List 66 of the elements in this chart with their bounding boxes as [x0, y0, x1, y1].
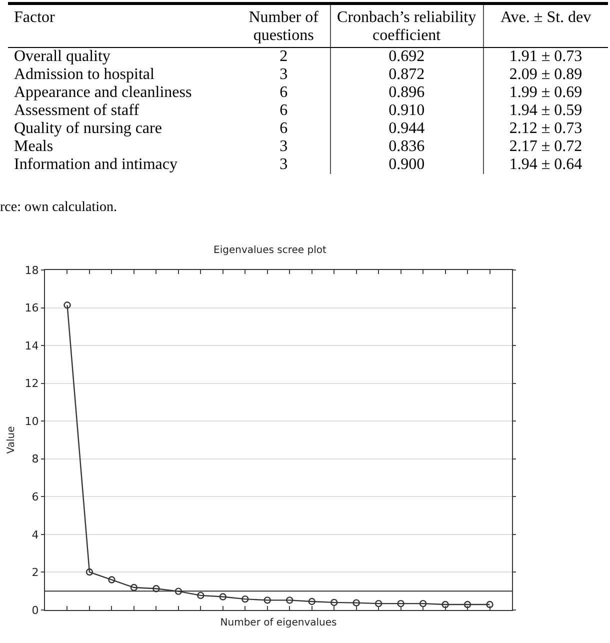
point — [419, 600, 427, 608]
text: 6 — [278, 102, 289, 120]
point — [197, 592, 204, 600]
y-tick-label: 2 — [32, 566, 39, 580]
text: Ave. ± St. dev — [483, 4, 608, 48]
y-axis-title: Value — [6, 426, 17, 454]
point — [108, 576, 116, 584]
y-tick-label: 0 — [32, 604, 39, 617]
point — [374, 600, 382, 608]
text: 0.910 — [330, 102, 484, 120]
text: Number of questions — [238, 4, 330, 48]
y-tick-label: 16 — [24, 302, 39, 315]
point — [308, 598, 316, 606]
y-tick-label: 14 — [24, 339, 39, 352]
text: 2.09 ± 0.89 — [483, 66, 608, 84]
point — [486, 600, 494, 608]
text: Meals — [13, 138, 54, 156]
text: 0.900 — [330, 156, 484, 174]
point — [174, 588, 182, 595]
y-tick-label: 4 — [32, 528, 39, 542]
text: 2.12 ± 0.73 — [483, 120, 608, 138]
text: 6 — [278, 120, 289, 138]
chart-title: Eigenvalues scree plot — [214, 245, 327, 256]
text: 2.17 ± 0.72 — [483, 138, 608, 156]
text: 1.94 ± 0.64 — [483, 156, 608, 174]
point — [352, 599, 360, 606]
text: 6 — [278, 84, 289, 102]
text: Appearance and cleanliness — [13, 84, 193, 102]
point — [219, 593, 226, 600]
text: 1.91 ± 0.73 — [483, 48, 608, 66]
point — [286, 596, 294, 604]
text: 0.896 — [330, 84, 484, 102]
point — [64, 302, 71, 309]
y-tick-label: 6 — [32, 490, 39, 504]
text: Quality of nursing care — [13, 120, 163, 138]
text: 0.692 — [330, 48, 484, 66]
point — [130, 584, 138, 592]
x-axis-title: Number of eigenvalues — [220, 618, 337, 629]
point — [397, 600, 404, 608]
text: Information and intimacy — [13, 156, 179, 174]
text: 2 — [278, 48, 289, 66]
text: Cronbach’s reliability coefficient — [330, 4, 484, 48]
text: 3 — [278, 138, 289, 156]
point — [242, 595, 249, 603]
text: 3 — [278, 66, 289, 84]
y-tick-label: 18 — [24, 264, 39, 277]
text: 0.944 — [330, 120, 484, 138]
text: rce: own calculation. — [0, 200, 118, 216]
point — [152, 585, 160, 592]
y-tick-label: 12 — [24, 377, 39, 390]
text: Factor — [8, 4, 238, 48]
text: 0.872 — [330, 66, 484, 84]
text: Assessment of staff — [13, 102, 140, 120]
y-tick-label: 8 — [32, 452, 39, 466]
text: 1.94 ± 0.59 — [483, 102, 608, 120]
point — [86, 568, 94, 576]
text: Admission to hospital — [13, 66, 156, 84]
text: 0.836 — [330, 138, 484, 156]
point — [330, 598, 338, 606]
text: 3 — [278, 156, 289, 174]
point — [264, 596, 271, 604]
y-tick-label: 10 — [24, 414, 39, 428]
point — [442, 600, 449, 608]
point — [464, 600, 472, 608]
text: 1.99 ± 0.69 — [483, 84, 608, 102]
text: Overall quality — [13, 48, 112, 66]
